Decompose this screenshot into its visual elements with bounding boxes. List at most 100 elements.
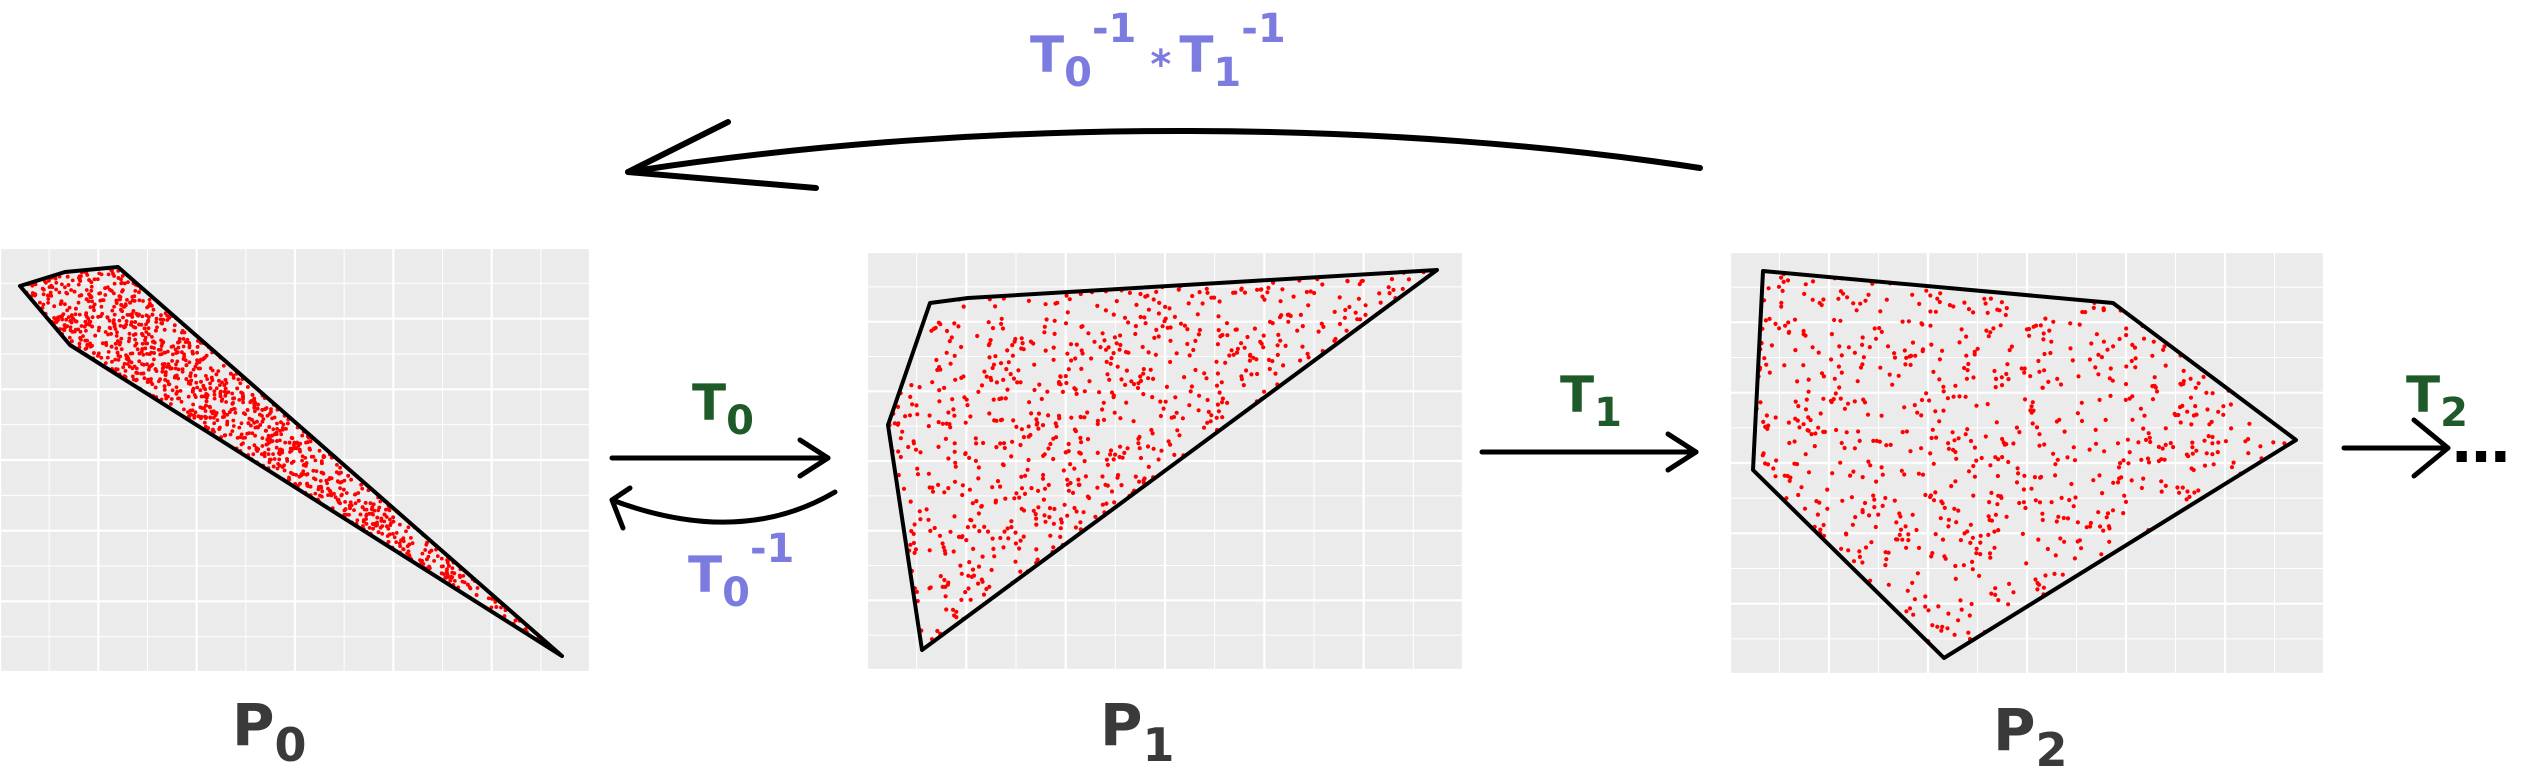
sample-point [69, 313, 74, 318]
sample-point [1995, 307, 2000, 312]
sample-point [1095, 450, 1100, 455]
sample-point [937, 533, 943, 538]
sample-point [1276, 332, 1281, 337]
sample-point [1185, 341, 1190, 347]
sample-point [1015, 380, 1020, 385]
sample-point [1900, 319, 1905, 324]
sample-point [1026, 424, 1031, 429]
sample-point [2163, 426, 2168, 431]
sample-point [189, 412, 193, 417]
panel-p0 [0, 246, 592, 674]
sample-point [2162, 457, 2167, 462]
sample-point [1782, 363, 1787, 368]
sample-point [1933, 309, 1938, 314]
sample-point [204, 374, 208, 378]
sample-point [1949, 484, 1954, 489]
sample-point [1966, 361, 1971, 367]
sample-point [2035, 587, 2040, 592]
sample-point [1974, 403, 1979, 408]
sample-point [1023, 473, 1028, 478]
sample-point [1034, 422, 1039, 427]
sample-point [2105, 511, 2111, 516]
sample-point [137, 298, 142, 303]
sample-point [1085, 437, 1091, 442]
sample-point [969, 518, 974, 523]
sample-point [1279, 313, 1284, 318]
sample-point [1920, 347, 1926, 352]
sample-point [2111, 480, 2116, 485]
sample-point [439, 556, 444, 561]
sample-point [239, 432, 244, 437]
sample-point [371, 512, 375, 517]
sample-point [221, 363, 226, 368]
sample-point [1216, 409, 1221, 414]
sample-point [1952, 506, 1957, 511]
sample-point [319, 470, 324, 475]
sample-point [90, 315, 95, 320]
sample-point [1972, 445, 1977, 450]
sample-point [277, 463, 282, 468]
sample-point [2163, 363, 2168, 368]
sample-point [1897, 532, 1902, 538]
sample-point [1018, 569, 1023, 574]
sample-point [2091, 478, 2096, 483]
sample-point [141, 362, 146, 367]
sample-point [339, 470, 343, 475]
sample-point [1229, 348, 1234, 353]
sample-point [121, 315, 125, 320]
sample-point [214, 411, 219, 415]
sample-point [2258, 444, 2263, 449]
sample-point [1058, 517, 1064, 522]
sample-point [1852, 399, 1857, 404]
sample-point [1100, 331, 1105, 336]
sample-point [982, 524, 987, 530]
sample-point [1879, 413, 1884, 418]
sample-point [1154, 327, 1159, 332]
sample-point [171, 352, 175, 357]
sample-point [1189, 384, 1194, 389]
sample-point [141, 299, 145, 303]
sample-point [235, 386, 240, 391]
sample-point [112, 312, 117, 317]
sample-point [2029, 404, 2034, 409]
sample-point [993, 354, 998, 359]
sample-point [989, 378, 994, 383]
sample-point [280, 465, 285, 469]
sample-point [2246, 451, 2251, 456]
sample-point [1986, 334, 1991, 339]
sample-point [1095, 421, 1100, 427]
sample-point [1806, 415, 1811, 420]
sample-point [1146, 376, 1151, 381]
sample-point [174, 362, 178, 367]
sample-point [247, 431, 252, 435]
sample-point [2115, 441, 2121, 446]
sample-point [62, 323, 67, 327]
sample-point [1097, 390, 1102, 395]
sample-point [1400, 286, 1405, 292]
sample-point [178, 389, 183, 393]
sample-point [1018, 538, 1023, 543]
sample-point [976, 476, 981, 481]
sample-point [364, 513, 369, 518]
sample-point [1080, 351, 1085, 356]
sample-point [1933, 490, 1938, 495]
sample-point [353, 492, 357, 497]
sample-point [967, 560, 972, 565]
sample-point [952, 514, 957, 519]
sample-point [1898, 527, 1904, 532]
sample-point [150, 312, 155, 317]
sample-point [269, 409, 273, 414]
sample-point [137, 359, 142, 364]
sample-point [1821, 297, 1826, 302]
sample-point [952, 613, 957, 618]
sample-point [392, 535, 397, 540]
sample-point [2211, 462, 2216, 467]
sample-point [1983, 434, 1988, 439]
sample-point [1907, 354, 1912, 359]
composite-a-main: T [1030, 26, 1064, 84]
sample-point [260, 436, 265, 440]
sample-point [86, 299, 91, 304]
sample-point [87, 278, 91, 282]
sample-point [1137, 434, 1142, 440]
sample-point [2159, 479, 2164, 484]
